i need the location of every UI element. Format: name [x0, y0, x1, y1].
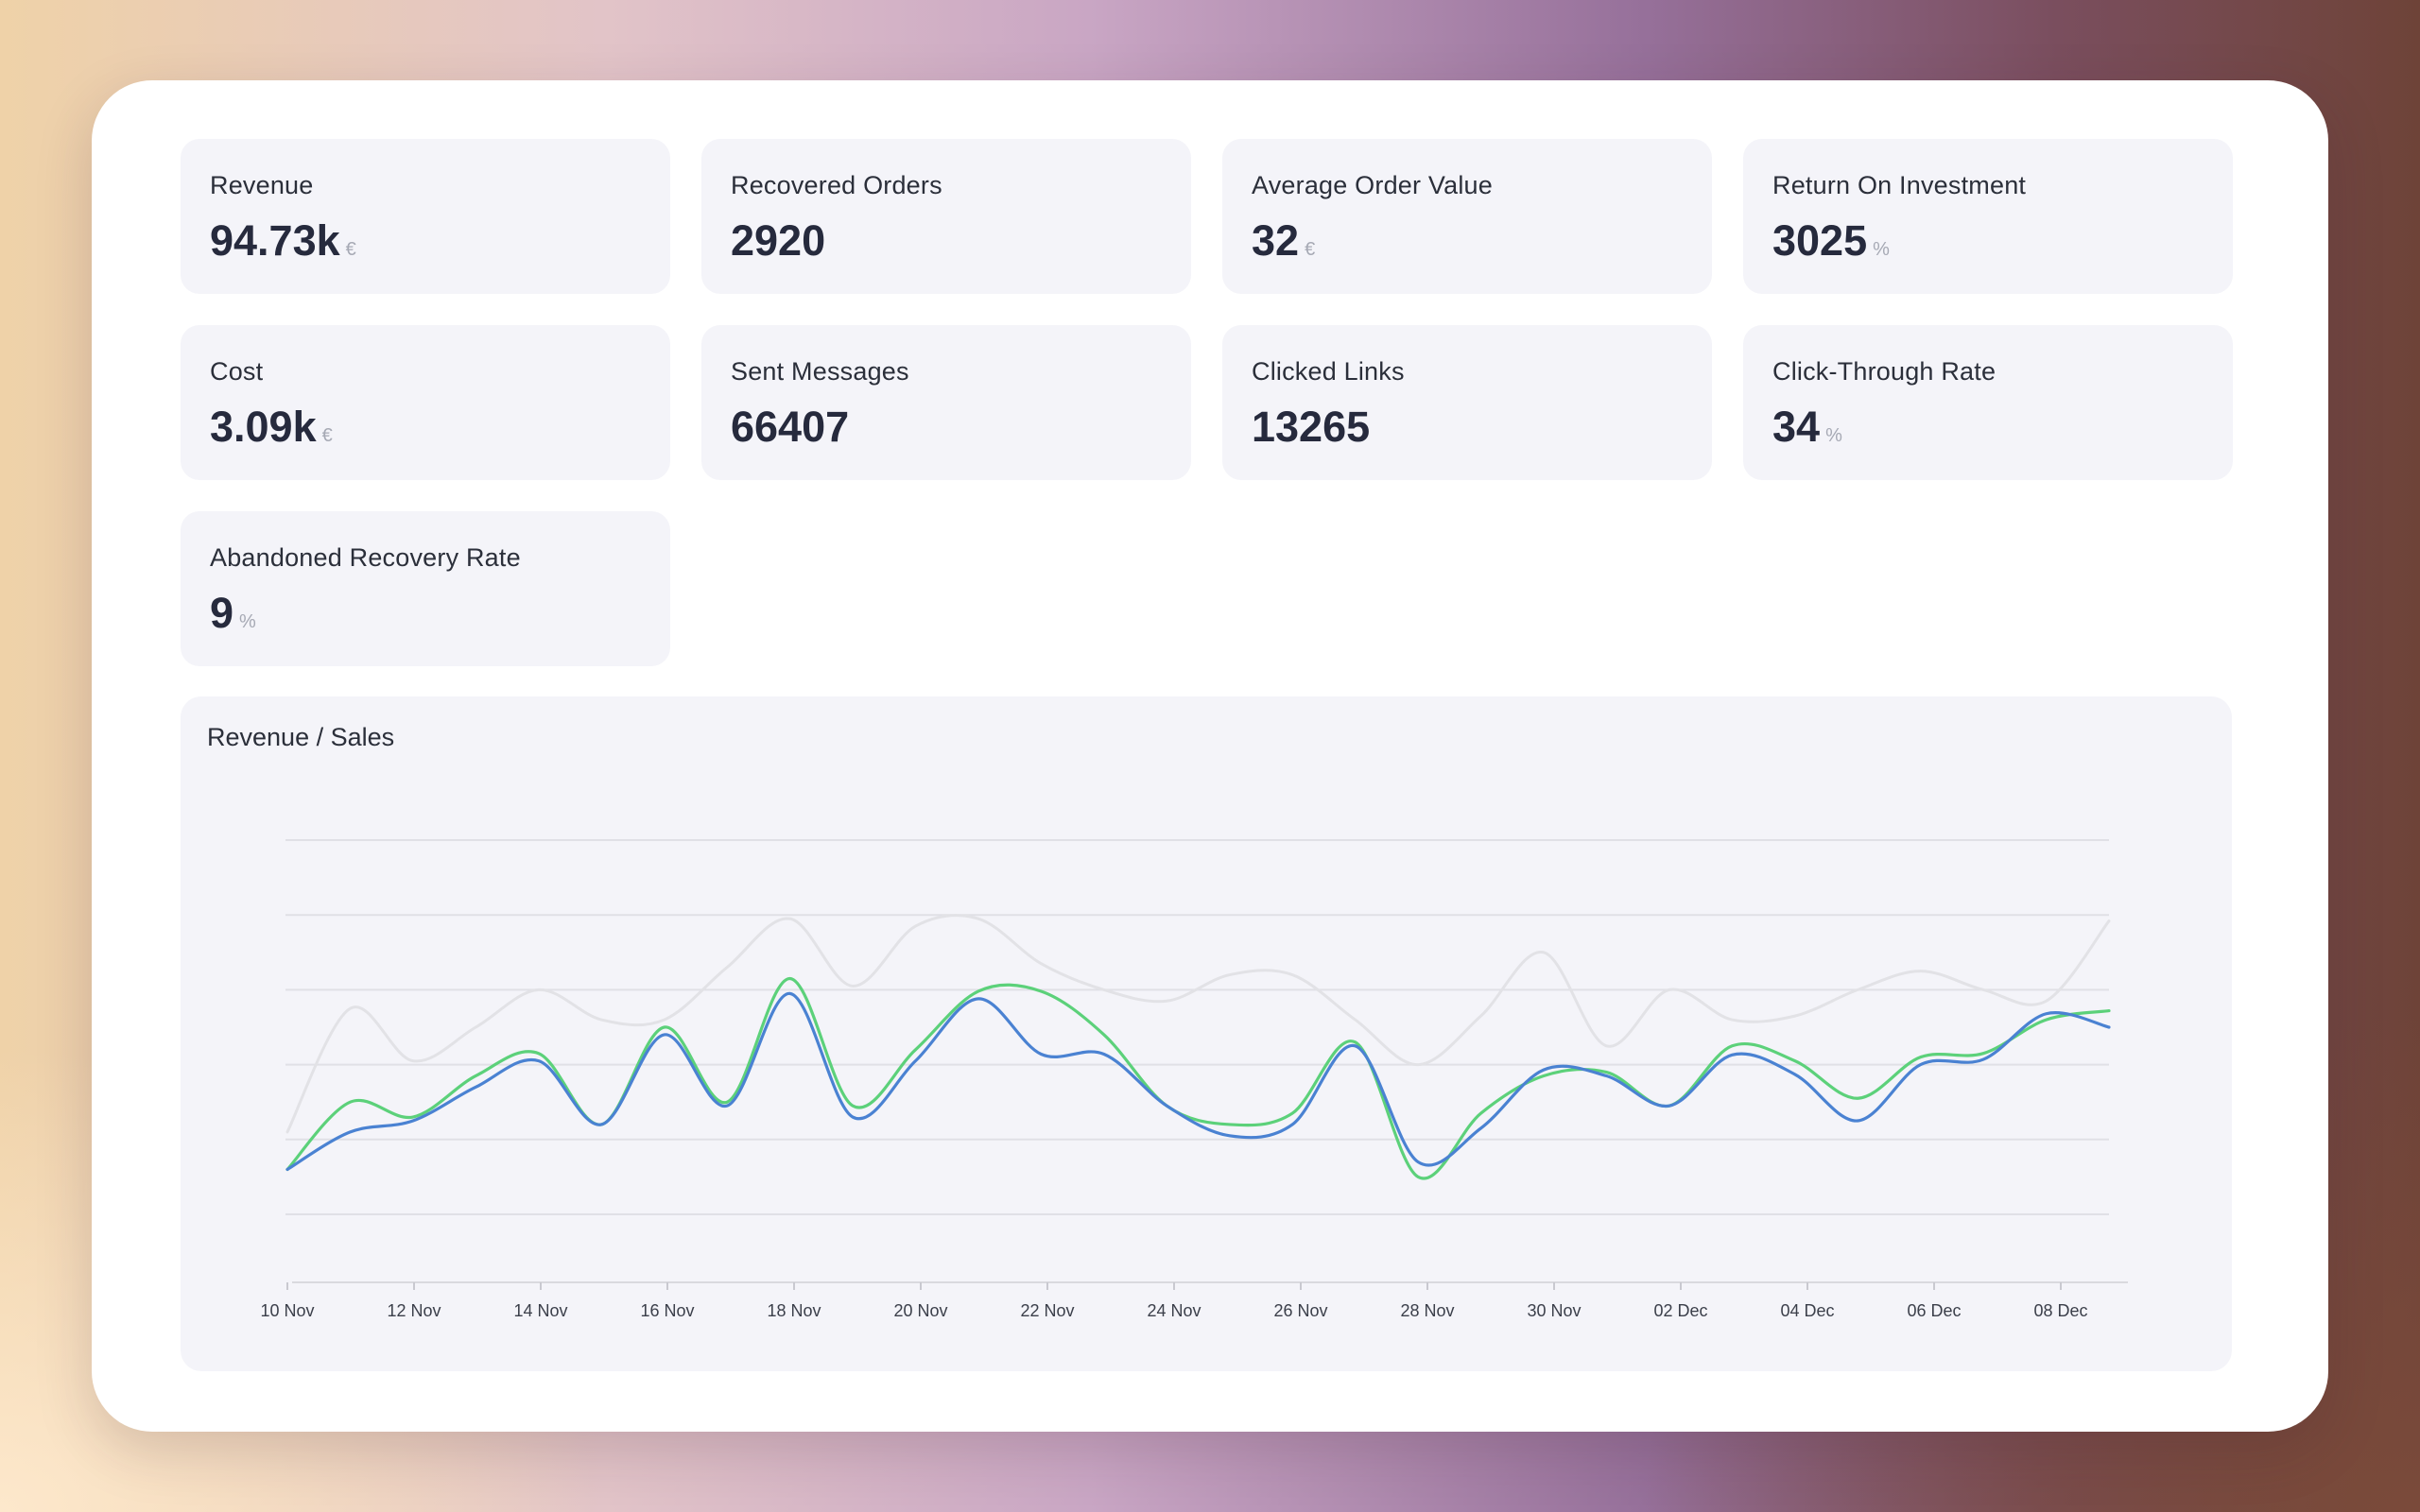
kpi-average-order-value[interactable]: Average Order Value 32 €	[1222, 139, 1712, 294]
kpi-label: Cost	[210, 357, 263, 387]
kpi-value: 3025	[1772, 216, 1867, 266]
x-tick-label: 12 Nov	[387, 1301, 441, 1320]
x-tick-label: 22 Nov	[1020, 1301, 1074, 1320]
x-tick-label: 28 Nov	[1400, 1301, 1454, 1320]
x-tick-label: 08 Dec	[2033, 1301, 2087, 1320]
x-tick-label: 14 Nov	[513, 1301, 567, 1320]
x-tick-label: 02 Dec	[1653, 1301, 1707, 1320]
series-line-blue	[287, 993, 2109, 1169]
x-tick-label: 18 Nov	[767, 1301, 821, 1320]
x-tick-label: 30 Nov	[1527, 1301, 1581, 1320]
kpi-label: Revenue	[210, 171, 313, 200]
kpi-value: 94.73k	[210, 216, 340, 266]
kpi-label: Click-Through Rate	[1772, 357, 1996, 387]
kpi-label: Return On Investment	[1772, 171, 2026, 200]
kpi-value: 32	[1252, 216, 1299, 266]
kpi-value: 9	[210, 589, 233, 638]
kpi-value: 3.09k	[210, 403, 317, 452]
kpi-label: Sent Messages	[731, 357, 909, 387]
kpi-label: Average Order Value	[1252, 171, 1493, 200]
kpi-recovered-orders[interactable]: Recovered Orders 2920	[701, 139, 1191, 294]
kpi-unit: %	[1873, 239, 1890, 261]
x-tick-label: 24 Nov	[1147, 1301, 1201, 1320]
kpi-click-through-rate[interactable]: Click-Through Rate 34%	[1743, 325, 2233, 480]
x-tick-label: 04 Dec	[1780, 1301, 1834, 1320]
kpi-unit: %	[1825, 425, 1842, 447]
kpi-revenue[interactable]: Revenue 94.73k €	[181, 139, 670, 294]
series-line-green	[287, 979, 2109, 1179]
kpi-value: 66407	[731, 403, 849, 452]
kpi-label: Recovered Orders	[731, 171, 942, 200]
kpi-abandoned-recovery-rate[interactable]: Abandoned Recovery Rate 9%	[181, 511, 670, 666]
kpi-cost[interactable]: Cost 3.09k€	[181, 325, 670, 480]
x-tick-label: 10 Nov	[260, 1301, 314, 1320]
kpi-value: 34	[1772, 403, 1820, 452]
kpi-label: Clicked Links	[1252, 357, 1405, 387]
kpi-value: 2920	[731, 216, 825, 266]
kpi-unit: %	[239, 611, 256, 633]
kpi-unit: €	[322, 425, 333, 447]
x-tick-label: 06 Dec	[1907, 1301, 1961, 1320]
x-tick-label: 20 Nov	[893, 1301, 947, 1320]
x-tick-label: 16 Nov	[640, 1301, 694, 1320]
series-line-grey	[287, 916, 2109, 1132]
kpi-unit: €	[346, 239, 356, 261]
revenue-sales-chart: 10 Nov 12 Nov 14 Nov 16 Nov 18 Nov 20 Nov 22 N…	[181, 696, 2232, 1371]
kpi-label: Abandoned Recovery Rate	[210, 543, 521, 573]
kpi-value: 13265	[1252, 403, 1370, 452]
kpi-clicked-links[interactable]: Clicked Links 13265	[1222, 325, 1712, 480]
x-tick-label: 26 Nov	[1273, 1301, 1327, 1320]
kpi-return-on-investment[interactable]: Return On Investment 3025%	[1743, 139, 2233, 294]
kpi-unit: €	[1305, 239, 1315, 261]
kpi-sent-messages[interactable]: Sent Messages 66407	[701, 325, 1191, 480]
revenue-sales-chart-panel: Revenue / Sales 10 Nov12 Nov14 Nov16 Nov…	[181, 696, 2232, 1371]
